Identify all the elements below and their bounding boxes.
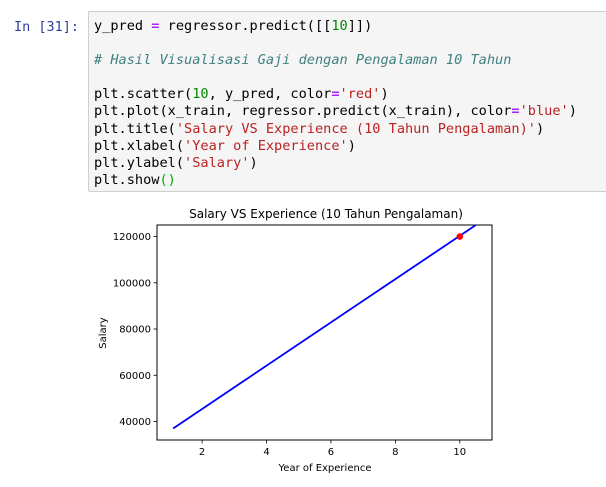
code-line: plt.xlabel('Year of Experience') — [94, 138, 577, 155]
code-token: 'Salary VS Experience (10 Tahun Pengalam… — [175, 120, 536, 137]
code-editor[interactable]: y_pred = regressor.predict([[10]]) # Hasi… — [94, 18, 577, 189]
code-token: = — [331, 86, 340, 103]
code-token: plt.title( — [94, 120, 176, 137]
code-token: = — [511, 103, 520, 120]
chart-title: Salary VS Experience (10 Tahun Pengalama… — [189, 207, 463, 221]
code-token: regressor.predict([[ — [159, 18, 332, 34]
x-tick-label: 6 — [328, 447, 334, 458]
code-line: plt.show() — [94, 172, 577, 189]
code-blank-line — [94, 69, 577, 86]
y-axis-label: Salary — [98, 317, 109, 348]
code-token: 'Salary' — [184, 154, 250, 171]
cell-output: Salary VS Experience (10 Tahun Pengalama… — [88, 196, 606, 483]
y-tick-label: 40000 — [119, 417, 151, 428]
code-token: 'Year of Experience' — [184, 137, 348, 154]
code-token: ) — [568, 103, 577, 120]
code-blank-line — [94, 35, 577, 52]
code-token: plt.ylabel( — [94, 154, 185, 171]
code-token: ) — [347, 137, 356, 154]
code-token: plt.show — [94, 171, 160, 188]
code-token: ) — [535, 120, 545, 137]
y-tick-label: 120000 — [113, 232, 151, 243]
code-line: plt.ylabel('Salary') — [94, 155, 577, 172]
code-token: 10 — [192, 86, 209, 103]
x-axis-label: Year of Experience — [278, 463, 372, 474]
code-token: y_pred — [94, 18, 152, 34]
code-token: plt.scatter( — [94, 86, 193, 103]
code-line: plt.scatter(10, y_pred, color='red') — [94, 86, 577, 103]
code-token: ]]) — [347, 18, 373, 34]
code-token: 10 — [331, 18, 348, 34]
regression-line — [172, 224, 477, 430]
cell-prompt: In [31]: — [14, 19, 80, 35]
code-token: # Hasil Visualisasi Gaji dengan Pengalam… — [94, 52, 512, 69]
plot-frame — [156, 224, 493, 441]
code-line: y_pred = regressor.predict([[10]]) — [94, 18, 577, 35]
code-cell-input[interactable]: y_pred = regressor.predict([[10]]) # Hasi… — [88, 11, 606, 192]
y-tick-label: 80000 — [119, 325, 151, 336]
code-line: # Hasil Visualisasi Gaji dengan Pengalam… — [94, 52, 577, 69]
code-token: plt.plot(x_train, regressor.predict(x_tr… — [94, 103, 512, 120]
x-tick-label: 4 — [263, 447, 269, 458]
code-token: ) — [249, 154, 258, 171]
code-token: = — [151, 18, 160, 34]
code-token: () — [159, 171, 176, 188]
code-token: plt.xlabel( — [94, 137, 185, 154]
chart: Salary VS Experience (10 Tahun Pengalama… — [98, 207, 493, 474]
code-token: ) — [380, 86, 389, 103]
code-token: 'blue' — [519, 103, 569, 120]
y-tick-label: 100000 — [113, 278, 151, 289]
code-token: 'red' — [339, 86, 381, 103]
x-tick-label: 8 — [392, 447, 398, 458]
x-tick-label: 2 — [199, 447, 205, 458]
prediction-point — [456, 233, 464, 240]
x-tick-label: 10 — [453, 447, 466, 458]
code-token: , y_pred, color — [208, 86, 332, 103]
code-line: plt.title('Salary VS Experience (10 Tahu… — [94, 121, 577, 138]
code-line: plt.plot(x_train, regressor.predict(x_tr… — [94, 103, 577, 120]
y-tick-label: 60000 — [119, 371, 151, 382]
